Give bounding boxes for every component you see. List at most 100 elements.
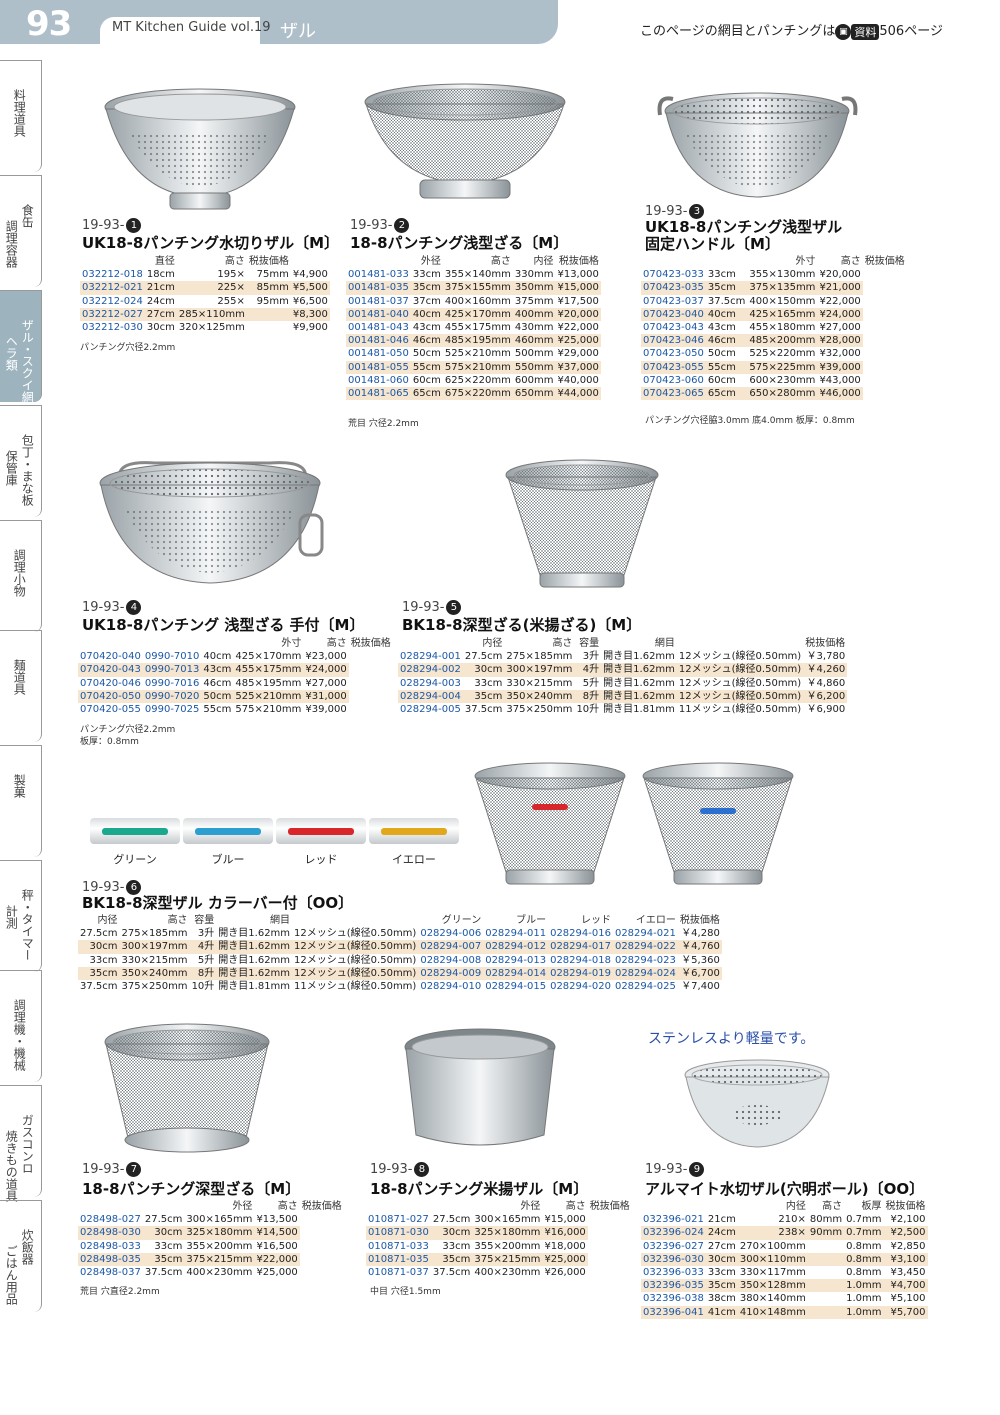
side-nav-label: 麺道具 [12, 659, 27, 695]
table-cell [807, 1252, 845, 1266]
table-cell: 37.5cm [80, 981, 118, 993]
table-cell: 55cm [410, 360, 443, 374]
table-cell: 37cm [412, 295, 441, 307]
product-code-cell: 070420-050 [78, 689, 143, 703]
side-nav-tab[interactable]: 製菓 [0, 745, 42, 857]
table-cell [807, 1305, 845, 1319]
table-cell: 375×155mm [442, 281, 513, 295]
column-header [292, 914, 418, 927]
product-code-cell: 028294-015 [485, 981, 547, 993]
table-cell: 12メッシュ(線径0.50mm) [292, 966, 419, 980]
color-swatch [183, 818, 273, 844]
side-nav-tab[interactable]: 料理道具 [0, 60, 42, 172]
product-code-cell: 028294-010 [420, 981, 482, 993]
side-nav-tab[interactable]: 調理小物 [0, 520, 42, 632]
table-cell: 275×185mm [121, 928, 188, 940]
table-row: 070420-040 0990-7010 40cm 425×170mm ¥23,000 [78, 650, 393, 663]
side-nav-tab[interactable]: 麺道具 [0, 630, 42, 742]
table-cell: ¥27,000 [305, 677, 347, 689]
product-code-cell: 028498-027 [80, 1214, 141, 1226]
product-3-spec-table: 外寸 高さ 税抜価格 070423-033 33cm 355×130mm ¥20,000 07… [641, 255, 907, 401]
table-cell: 40cm [410, 307, 443, 321]
table-row: 032212-018 18cm 195× 75mm ¥4,900 [80, 268, 330, 281]
product-code-cell: 070423-065 [641, 386, 706, 401]
product-code-cell: 010871-033 [368, 1240, 429, 1252]
product-1-title: UK18-8パンチング水切りザル〔M〕 [82, 234, 340, 252]
table-cell: 485×195mm [442, 334, 513, 348]
table-cell: 0.7mm [846, 1214, 882, 1226]
product-image-4 [99, 461, 324, 584]
table-cell: 33cm [89, 954, 118, 966]
table-cell: 5升 [582, 677, 600, 689]
table-cell: 300×197mm [119, 940, 190, 954]
column-header: 税抜価格 [248, 256, 289, 268]
table-cell: 575×210mm [235, 704, 302, 716]
table-cell: 1.0mm [844, 1279, 884, 1293]
product-number-badge: 6 [126, 880, 142, 895]
product-code-cell: 070423-035 [641, 281, 706, 295]
product-9-code: 19-93- 9 [645, 1162, 705, 1177]
table-row: 27.5cm 275×185mm 3升 開き目1.62mm 12メッシュ(線径0.50m… [78, 927, 722, 940]
product-code-cell: 028294-023 [614, 954, 676, 966]
side-nav-label-2: ごはん用品 [4, 1245, 19, 1305]
table-row: 070423-055 55cm 575×225mm ¥39,000 [641, 360, 907, 374]
table-cell: 12メッシュ(線径0.50mm) [678, 677, 802, 689]
table-row: 032396-021 21cm 210× 80mm 0.7mm ¥2,100 [641, 1213, 928, 1226]
column-header: 内径 [785, 1201, 806, 1213]
product-3-code: 19-93- 3 [645, 204, 705, 219]
table-cell: 21cm [707, 1214, 736, 1226]
column-header: 網目 [270, 915, 291, 927]
column-header: 板厚 [861, 1201, 882, 1213]
table-row: 070420-046 0990-7016 46cm 485×195mm ¥27,000 [78, 677, 393, 690]
product-code-cell: 028294-019 [548, 966, 613, 980]
column-header: ブルー [516, 915, 547, 927]
table-cell: ￥6,700 [677, 966, 722, 980]
table-cell: 400×230mm [474, 1267, 541, 1279]
table-row: 070423-050 50cm 525×220mm ¥32,000 [641, 347, 907, 360]
product-code-cell: 070423-040 [641, 307, 706, 321]
side-nav-tab[interactable]: ヘラ類 ザル・スクイ網 [0, 290, 42, 403]
reference-badge: 資料 [851, 23, 880, 40]
column-header [398, 637, 463, 650]
column-header: 税抜価格 [589, 1201, 630, 1213]
table-row: 35cm 350×240mm 8升 開き目1.62mm 12メッシュ(線径0.50mm)… [78, 966, 722, 980]
product-code-cell: 0990-7025 [144, 704, 200, 716]
table-cell: ¥8,300 [290, 307, 330, 321]
color-bar [288, 828, 354, 835]
color-swatch [90, 818, 180, 844]
product-2-spec-table: 外径 高さ 内径 税抜価格 001481-033 33cm 355×140mm 330mm ¥1… [346, 255, 601, 401]
product-code-cell: 0990-7020 [142, 689, 202, 703]
side-nav-tab[interactable]: 調理機・機械 [0, 970, 42, 1082]
side-nav-tab[interactable]: 焼きもの道具 ガスコンロ [0, 1085, 42, 1202]
table-cell: 500mm [514, 348, 554, 360]
table-cell: 550mm [512, 360, 556, 374]
table-cell: ¥2,850 [890, 1240, 926, 1252]
product-code-cell: 028498-030 [78, 1226, 143, 1240]
side-nav-tab[interactable]: ごはん用品 炊飯器 [0, 1200, 42, 1312]
side-nav-tab[interactable]: 調理容器 食缶 [0, 175, 42, 287]
product-code-cell: 028294-017 [548, 940, 613, 954]
table-cell: 35cm [430, 1252, 473, 1266]
table-header-row: 外寸 高さ 税抜価格 [78, 637, 393, 650]
side-nav-tab[interactable]: 保管庫 包丁・まな板 [0, 405, 42, 517]
table-cell: 485×195mm [235, 677, 302, 689]
product-number-badge: 7 [126, 1162, 142, 1177]
table-cell: ¥37,000 [555, 360, 601, 374]
product-5-title: BK18-8深型ざる(米揚ざる)〔M〕 [402, 616, 642, 634]
column-header: 高さ [167, 915, 188, 927]
table-cell: 30cm [142, 1226, 185, 1240]
table-cell [808, 1266, 844, 1279]
table-cell: 55cm [203, 704, 232, 716]
product-code-cell: 001481-060 [348, 374, 409, 386]
product-code-prefix: 19-93- [82, 218, 125, 233]
table-cell: ¥6,500 [292, 295, 328, 307]
column-header: 外径 [520, 1201, 541, 1213]
table-cell: 375×250mm [121, 981, 188, 993]
side-nav-tab[interactable]: 計測 秤・タイマー [0, 860, 42, 972]
product-code-cell: 028294-016 [550, 928, 611, 940]
table-cell: ¥15,000 [555, 281, 601, 295]
table-cell: 525×210mm [233, 689, 304, 703]
product-7-title: 18-8パンチング深型ざる〔M〕 [82, 1180, 301, 1198]
product-code-cell: 032212-021 [80, 281, 145, 295]
table-cell: ¥2,500 [883, 1226, 928, 1240]
